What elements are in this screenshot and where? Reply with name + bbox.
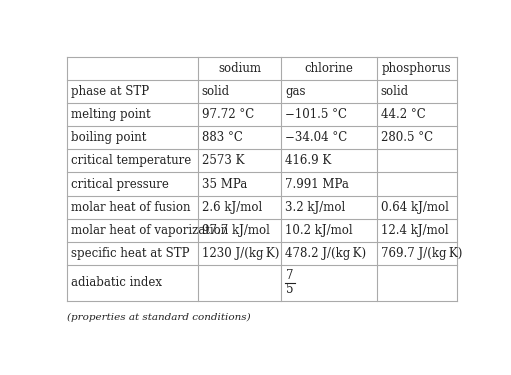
- Text: melting point: melting point: [71, 108, 151, 121]
- Text: gas: gas: [285, 85, 306, 98]
- Text: solid: solid: [201, 85, 229, 98]
- Text: 3.2 kJ/mol: 3.2 kJ/mol: [285, 201, 345, 214]
- Text: 883 °C: 883 °C: [201, 131, 242, 144]
- Text: adiabatic index: adiabatic index: [71, 276, 162, 289]
- Text: chlorine: chlorine: [305, 62, 354, 75]
- Text: 769.7 J/(kg K): 769.7 J/(kg K): [381, 247, 462, 260]
- Text: 97.72 °C: 97.72 °C: [201, 108, 254, 121]
- Text: 5: 5: [286, 283, 294, 296]
- Text: boiling point: boiling point: [71, 131, 146, 144]
- Text: −101.5 °C: −101.5 °C: [285, 108, 347, 121]
- Text: 97.7 kJ/mol: 97.7 kJ/mol: [201, 224, 269, 237]
- Text: 2573 K: 2573 K: [201, 154, 244, 168]
- Text: 0.64 kJ/mol: 0.64 kJ/mol: [381, 201, 449, 214]
- Text: critical pressure: critical pressure: [71, 177, 169, 190]
- Text: 44.2 °C: 44.2 °C: [381, 108, 426, 121]
- Text: (properties at standard conditions): (properties at standard conditions): [67, 313, 251, 322]
- Text: specific heat at STP: specific heat at STP: [71, 247, 190, 260]
- Text: solid: solid: [381, 85, 409, 98]
- Text: critical temperature: critical temperature: [71, 154, 191, 168]
- Text: 1230 J/(kg K): 1230 J/(kg K): [201, 247, 279, 260]
- Text: phase at STP: phase at STP: [71, 85, 149, 98]
- Text: 10.2 kJ/mol: 10.2 kJ/mol: [285, 224, 353, 237]
- Text: molar heat of fusion: molar heat of fusion: [71, 201, 191, 214]
- Text: 7: 7: [286, 269, 294, 282]
- Text: 7.991 MPa: 7.991 MPa: [285, 177, 349, 190]
- Text: −34.04 °C: −34.04 °C: [285, 131, 347, 144]
- Text: 416.9 K: 416.9 K: [285, 154, 332, 168]
- Text: 35 MPa: 35 MPa: [201, 177, 247, 190]
- Text: 2.6 kJ/mol: 2.6 kJ/mol: [201, 201, 262, 214]
- Text: sodium: sodium: [218, 62, 261, 75]
- Text: 12.4 kJ/mol: 12.4 kJ/mol: [381, 224, 449, 237]
- Text: 280.5 °C: 280.5 °C: [381, 131, 433, 144]
- Text: phosphorus: phosphorus: [382, 62, 452, 75]
- Text: 478.2 J/(kg K): 478.2 J/(kg K): [285, 247, 366, 260]
- Text: molar heat of vaporization: molar heat of vaporization: [71, 224, 228, 237]
